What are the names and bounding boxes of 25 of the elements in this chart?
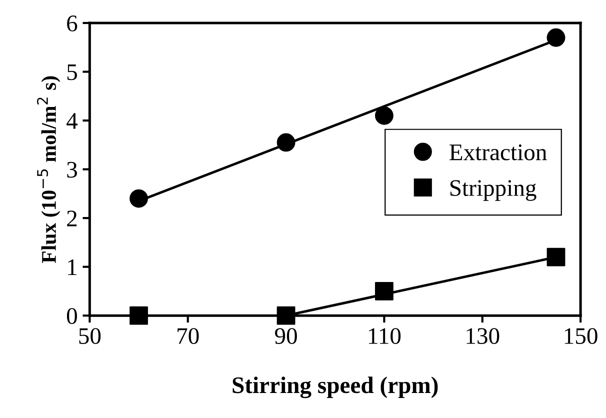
- point: [130, 189, 148, 208]
- y-tick-label: 0: [66, 308, 77, 324]
- y-tick-label: 5: [67, 64, 77, 80]
- y-tick-label: 3: [67, 162, 77, 178]
- x-tick-label: 50: [79, 328, 101, 344]
- y-tick-label: 4: [66, 113, 78, 129]
- point: [375, 282, 394, 300]
- point: [375, 106, 394, 125]
- point: [546, 248, 566, 266]
- y-axis-title: Flux (10$^{−5}$ mol/m$^{2}$ s): [36, 76, 60, 263]
- x-tick-label: 150: [564, 328, 598, 344]
- x-axis-title: Stirring speed (rpm): [232, 376, 438, 398]
- point: [276, 133, 296, 152]
- x-tick-label: 130: [466, 328, 500, 344]
- x-tick-label: 110: [369, 328, 401, 344]
- x-tick-label: 70: [178, 328, 199, 344]
- y-tick-label: 2: [67, 210, 77, 226]
- x-tick-label: 90: [274, 328, 297, 344]
- point: [546, 28, 566, 47]
- point: [130, 306, 148, 325]
- legend-label: Stripping: [450, 180, 536, 201]
- legend-label: Extraction: [450, 144, 547, 160]
- y-tick-label: 1: [68, 259, 76, 276]
- point: [276, 306, 296, 325]
- y-tick-label: 6: [67, 16, 78, 32]
